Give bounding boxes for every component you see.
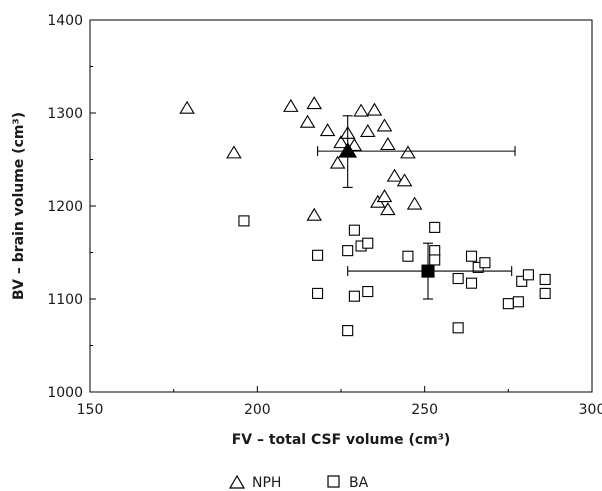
ba-point bbox=[362, 237, 374, 249]
ba-point bbox=[429, 254, 441, 266]
legend-label-nph: NPH bbox=[252, 475, 281, 491]
legend-item-nph: NPH bbox=[228, 474, 281, 491]
ba-mean-marker bbox=[421, 264, 435, 278]
ba-point bbox=[539, 287, 551, 299]
legend-nph-triangle-icon bbox=[228, 474, 246, 489]
nph-point bbox=[359, 124, 376, 138]
y-tick-label: 1000 bbox=[47, 385, 83, 401]
plot-area bbox=[89, 19, 593, 393]
nph-point bbox=[333, 135, 349, 149]
nph-point bbox=[386, 168, 403, 182]
ba-point bbox=[348, 290, 360, 302]
axis-ticks: 150 200 250 300 1000 1100 1200 1300 1400 bbox=[47, 13, 602, 418]
nph-point bbox=[179, 100, 195, 114]
legend: NPH BA bbox=[228, 474, 369, 491]
ba-point bbox=[465, 250, 478, 262]
y-axis-title: BV – brain volume (cm³) bbox=[11, 112, 27, 300]
nph-point bbox=[376, 189, 393, 203]
ba-point bbox=[429, 245, 441, 257]
ba-point bbox=[348, 224, 360, 236]
legend-item-ba: BA bbox=[327, 475, 369, 491]
x-tick-label: 250 bbox=[411, 402, 438, 418]
x-tick-label: 150 bbox=[77, 402, 104, 418]
nph-mean-marker bbox=[338, 142, 358, 158]
nph-point bbox=[376, 118, 393, 132]
nph-point bbox=[400, 145, 416, 159]
ba-point bbox=[312, 249, 324, 261]
ba-point bbox=[238, 215, 250, 227]
nph-point bbox=[299, 114, 316, 128]
ba-point bbox=[452, 322, 464, 334]
ba-point bbox=[342, 325, 354, 337]
nph-point bbox=[319, 123, 336, 137]
nph-point bbox=[380, 202, 396, 216]
nph-point bbox=[306, 96, 323, 110]
data-points bbox=[179, 96, 551, 337]
ba-point bbox=[402, 250, 414, 262]
ba-point bbox=[362, 286, 374, 298]
ba-point bbox=[465, 277, 478, 289]
y-tick-label: 1100 bbox=[47, 292, 83, 308]
nph-point bbox=[306, 207, 323, 221]
ba-point bbox=[342, 245, 354, 257]
ba-point bbox=[512, 296, 524, 308]
nph-point bbox=[329, 155, 346, 169]
mean-markers bbox=[317, 115, 516, 300]
y-tick-label: 1200 bbox=[47, 199, 83, 215]
legend-ba-square-icon bbox=[327, 475, 340, 488]
ba-point bbox=[502, 298, 514, 310]
x-tick-label: 200 bbox=[244, 402, 271, 418]
nph-point bbox=[283, 98, 299, 112]
x-tick-label: 300 bbox=[579, 402, 602, 418]
nph-point bbox=[226, 145, 242, 159]
ba-point bbox=[516, 275, 528, 287]
nph-point bbox=[353, 103, 369, 117]
nph-point bbox=[396, 173, 413, 187]
ba-point bbox=[429, 221, 441, 233]
ba-point bbox=[539, 273, 551, 286]
nph-point bbox=[366, 102, 383, 116]
y-tick-label: 1400 bbox=[47, 13, 83, 29]
x-axis-title: FV – total CSF volume (cm³) bbox=[232, 432, 451, 448]
nph-point bbox=[406, 196, 423, 210]
y-tick-label: 1300 bbox=[47, 106, 83, 122]
legend-label-ba: BA bbox=[349, 475, 369, 491]
nph-point bbox=[380, 137, 396, 151]
ba-point bbox=[522, 269, 534, 281]
ba-point bbox=[452, 272, 464, 285]
ba-point bbox=[312, 287, 324, 299]
ba-point bbox=[479, 257, 491, 269]
